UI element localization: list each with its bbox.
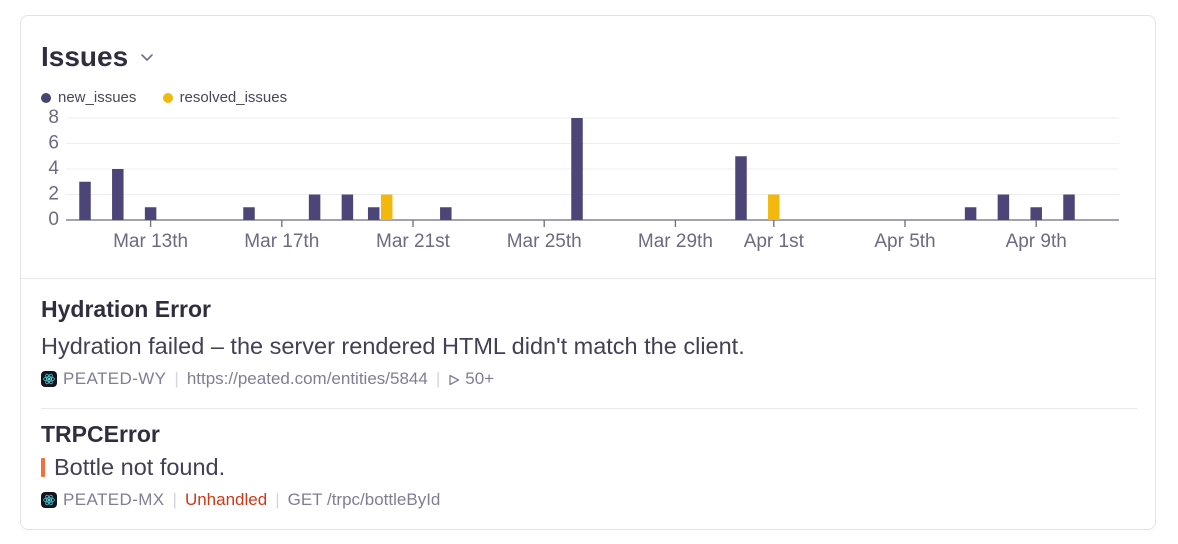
svg-text:4: 4 [48,158,59,179]
svg-text:Apr 1st: Apr 1st [744,231,805,252]
svg-text:6: 6 [48,133,59,154]
svg-text:Apr 9th: Apr 9th [1006,231,1067,252]
svg-text:2: 2 [48,184,59,205]
svg-text:Mar 21st: Mar 21st [376,231,451,252]
svg-text:Mar 29th: Mar 29th [638,231,713,252]
svg-text:Mar 17th: Mar 17th [244,231,319,252]
svg-text:0: 0 [48,209,59,230]
svg-text:Apr 5th: Apr 5th [874,231,935,252]
svg-text:Mar 13th: Mar 13th [113,231,188,252]
svg-text:Mar 25th: Mar 25th [507,231,582,252]
svg-text:8: 8 [48,107,59,128]
